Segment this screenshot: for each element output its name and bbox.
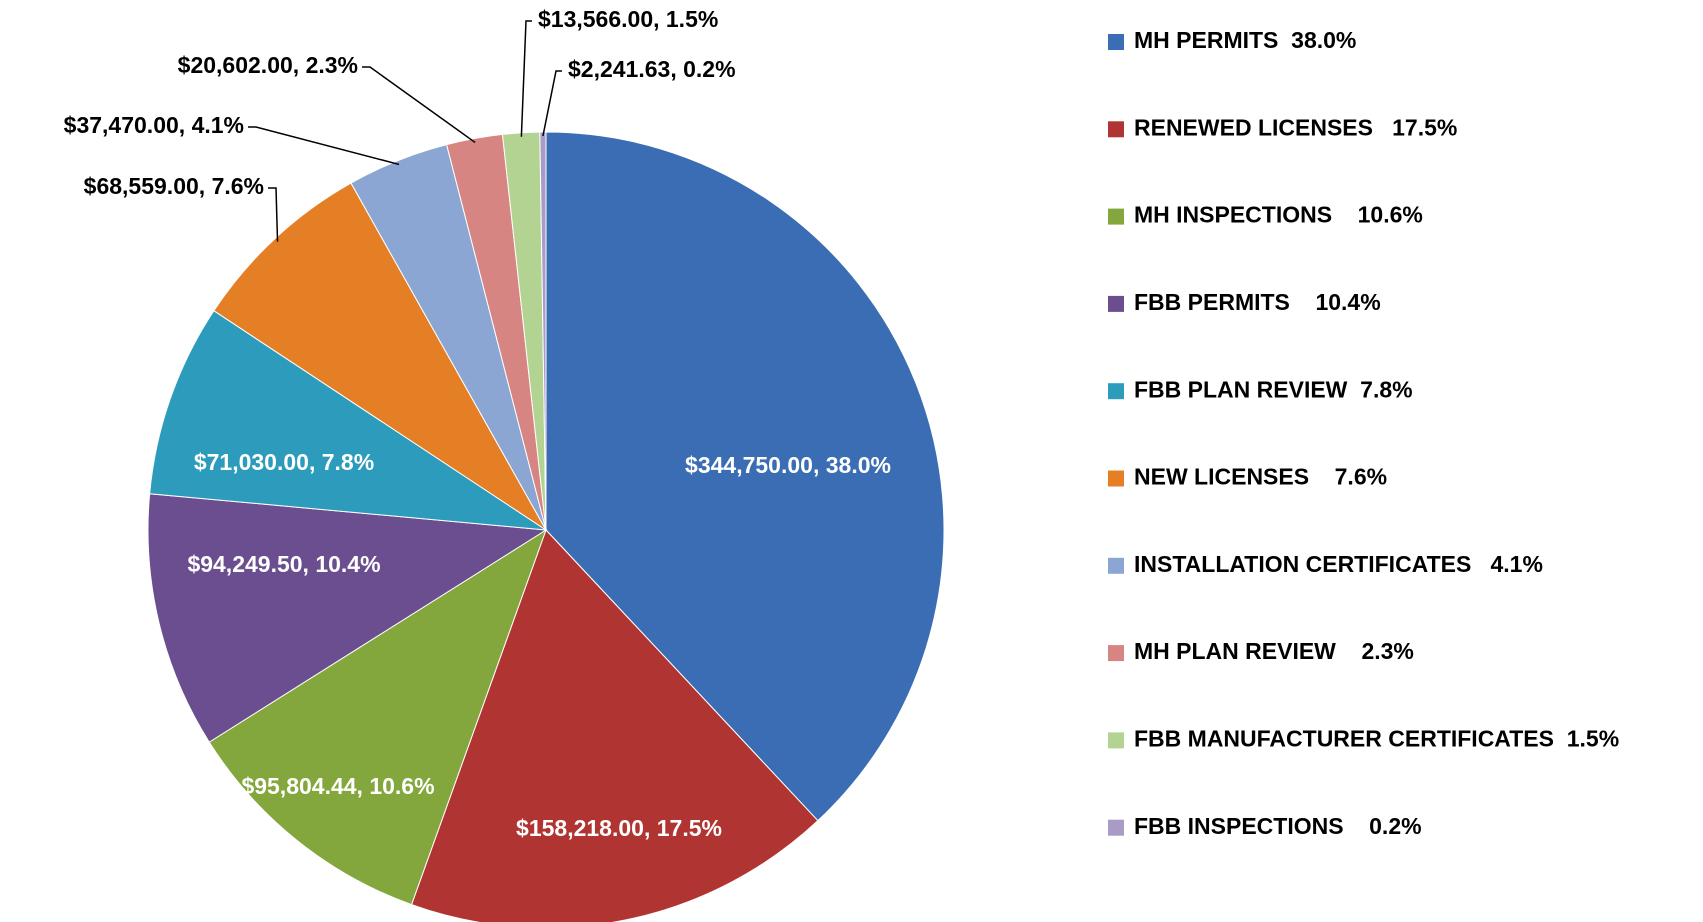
pie-slice: [147, 493, 548, 743]
pie-slice: [213, 182, 547, 531]
legend-swatch: [1108, 208, 1124, 225]
legend-label: FBB MANUFACTURER CERTIFICATES 1.5%: [1134, 725, 1619, 751]
legend-label: FBB PLAN REVIEW 7.8%: [1134, 376, 1413, 402]
legend-swatch: [1108, 383, 1124, 400]
legend-swatch: [1108, 121, 1124, 138]
legend-swatch: [1108, 295, 1124, 312]
legend-label: MH INSPECTIONS 10.6%: [1134, 202, 1423, 228]
data-label: $94,249.50, 10.4%: [187, 551, 380, 577]
legend-swatch: [1108, 557, 1124, 574]
leader-line: [362, 66, 476, 144]
leader-line: [268, 187, 279, 242]
data-label: $37,470.00, 4.1%: [64, 112, 244, 138]
pie-slice: [208, 528, 547, 906]
legend-label: FBB PERMITS 10.4%: [1134, 289, 1381, 315]
data-label: $344,750.00, 38.0%: [685, 452, 891, 478]
data-label: $68,559.00, 7.6%: [84, 173, 264, 199]
legend-label: RENEWED LICENSES 17.5%: [1134, 114, 1457, 140]
legend-swatch: [1108, 34, 1124, 50]
leader-line: [542, 70, 562, 137]
legend-label: NEW LICENSES 7.6%: [1134, 464, 1387, 490]
legend-label: FBB INSPECTIONS 0.2%: [1134, 813, 1422, 839]
data-label: $71,030.00, 7.8%: [194, 449, 374, 475]
pie-slice: [410, 529, 819, 922]
pie-slice: [539, 131, 547, 531]
legend-label: INSTALLATION CERTIFICATES 4.1%: [1134, 551, 1543, 577]
data-label: $95,804.44, 10.6%: [241, 773, 434, 799]
legend-label: MH PERMITS 38.0%: [1134, 27, 1356, 53]
data-label: $20,602.00, 2.3%: [178, 52, 358, 78]
data-label: $2,241.63, 0.2%: [568, 56, 736, 82]
leader-line: [248, 126, 400, 166]
pie-slice: [149, 310, 547, 531]
legend-swatch: [1108, 470, 1124, 487]
legend-swatch: [1108, 819, 1124, 836]
legend-swatch: [1108, 732, 1124, 749]
pie-slice: [545, 131, 945, 822]
leader-line: [520, 20, 532, 137]
legend-label: MH PLAN REVIEW 2.3%: [1134, 638, 1414, 664]
data-label: $13,566.00, 1.5%: [538, 6, 718, 32]
legend-swatch: [1108, 645, 1124, 662]
data-label: $158,218.00, 17.5%: [516, 815, 722, 841]
